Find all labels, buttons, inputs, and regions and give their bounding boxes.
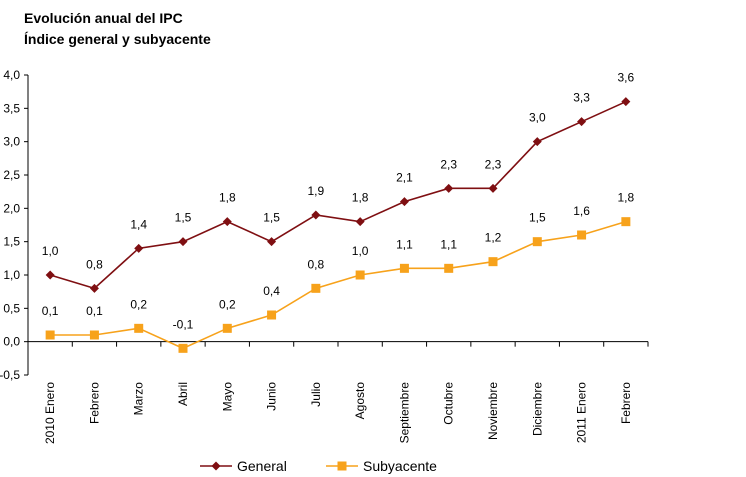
series-line-general xyxy=(49,100,627,290)
x-tick-label: 2010 Enero xyxy=(43,382,57,444)
legend-label-subyacente: Subyacente xyxy=(363,458,437,474)
x-tick-label: 2011 Enero xyxy=(575,382,589,443)
x-tick-label: Abril xyxy=(176,382,190,406)
y-tick-label: 4,0 xyxy=(3,68,20,82)
x-tick-label: Agosto xyxy=(353,382,367,420)
point-subyacente xyxy=(222,323,232,333)
point-subyacente xyxy=(621,217,631,227)
point-general xyxy=(532,137,542,147)
data-label: 1,8 xyxy=(352,191,369,205)
data-label: 2,1 xyxy=(396,171,413,185)
data-label: 3,0 xyxy=(529,111,546,125)
point-general xyxy=(45,270,55,280)
legend-marker-general xyxy=(211,461,221,471)
legend-label-general: General xyxy=(237,458,287,474)
data-label: 0,1 xyxy=(86,304,103,318)
x-tick-label: Octubre xyxy=(442,382,456,425)
point-subyacente xyxy=(89,330,99,340)
data-label: 1,0 xyxy=(352,244,369,258)
point-subyacente xyxy=(577,230,587,240)
y-tick-label: -0,5 xyxy=(0,368,20,382)
point-subyacente xyxy=(267,310,277,320)
data-label: 2,3 xyxy=(440,157,457,171)
point-subyacente xyxy=(134,323,144,333)
data-label: 3,3 xyxy=(573,91,590,105)
y-tick-label: 1,5 xyxy=(3,235,20,249)
point-subyacente xyxy=(355,270,365,280)
x-tick-label: Febrero xyxy=(619,382,633,424)
y-tick-label: 3,5 xyxy=(3,101,20,115)
y-tick-label: 2,0 xyxy=(3,201,20,215)
point-subyacente xyxy=(444,263,454,273)
data-label: 0,2 xyxy=(219,297,236,311)
data-label: 1,8 xyxy=(219,191,236,205)
point-general xyxy=(222,217,232,227)
y-tick-label: 2,5 xyxy=(3,168,20,182)
data-label: 0,4 xyxy=(263,284,280,298)
point-general xyxy=(444,183,454,193)
data-label: 1,1 xyxy=(440,237,457,251)
point-subyacente xyxy=(178,343,188,353)
point-general xyxy=(267,237,277,247)
point-subyacente xyxy=(399,263,409,273)
point-general xyxy=(488,183,498,193)
x-tick-label: Julio xyxy=(309,382,323,407)
x-tick-label: Febrero xyxy=(87,382,101,424)
data-label: 1,8 xyxy=(618,191,635,205)
point-general xyxy=(399,197,409,207)
data-label: 0,1 xyxy=(42,304,59,318)
data-label: 1,9 xyxy=(308,184,325,198)
x-tick-label: Marzo xyxy=(132,382,146,416)
y-tick-label: 1,0 xyxy=(3,268,20,282)
data-label: 1,5 xyxy=(529,211,546,225)
data-label: 1,4 xyxy=(130,217,147,231)
data-label: 2,3 xyxy=(485,157,502,171)
point-general xyxy=(178,237,188,247)
chart-title: Evolución anual del IPC xyxy=(24,10,183,26)
point-subyacente xyxy=(45,330,55,340)
x-tick-label: Noviembre xyxy=(486,382,500,440)
x-tick-label: Diciembre xyxy=(530,382,544,436)
point-general xyxy=(134,243,144,253)
x-tick-label: Mayo xyxy=(220,382,234,412)
y-tick-label: 3,0 xyxy=(3,135,20,149)
data-label: 1,6 xyxy=(573,204,590,218)
point-subyacente xyxy=(488,257,498,267)
point-subyacente xyxy=(311,283,321,293)
data-label: 3,6 xyxy=(618,71,635,85)
point-general xyxy=(89,283,99,293)
data-label: 0,8 xyxy=(308,257,325,271)
chart-subtitle: Índice general y subyacente xyxy=(24,31,211,47)
data-label: 1,0 xyxy=(42,244,59,258)
data-label: 0,8 xyxy=(86,257,103,271)
data-label: 1,1 xyxy=(396,237,413,251)
y-tick-label: 0,0 xyxy=(3,335,20,349)
point-general xyxy=(355,217,365,227)
data-label: 1,2 xyxy=(485,231,502,245)
series-line-subyacente xyxy=(50,220,627,350)
data-label: 1,5 xyxy=(263,211,280,225)
point-general xyxy=(621,97,631,107)
x-tick-label: Junio xyxy=(265,382,279,411)
data-label: -0,1 xyxy=(173,317,194,331)
x-tick-label: Septiembre xyxy=(397,382,411,444)
data-label: 0,2 xyxy=(130,297,147,311)
legend-marker-subyacente xyxy=(337,461,347,471)
point-general xyxy=(577,117,587,127)
y-tick-label: 0,5 xyxy=(3,301,20,315)
point-general xyxy=(311,210,321,220)
data-label: 1,5 xyxy=(175,211,192,225)
point-subyacente xyxy=(532,237,542,247)
